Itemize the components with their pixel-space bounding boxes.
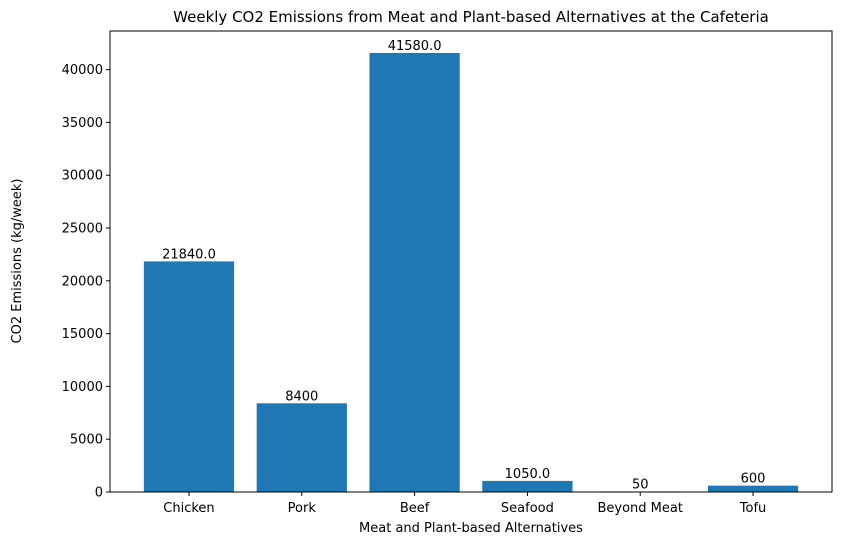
y-tick-label: 10000: [62, 380, 103, 395]
value-labels-group: 21840.0 8400 41580.0 1050.0 50 600: [162, 39, 765, 493]
x-tick-label: Chicken: [163, 501, 214, 516]
y-tick-label: 15000: [62, 327, 103, 342]
x-tick-label: Tofu: [739, 501, 767, 516]
bar-value-label: 8400: [285, 389, 318, 404]
bars-group: [143, 52, 799, 492]
bar-pork: [256, 403, 347, 492]
bar-tofu: [707, 485, 799, 492]
y-tick-label: 30000: [62, 169, 103, 184]
y-tick-label: 35000: [62, 116, 103, 131]
x-tick-label: Beyond Meat: [597, 501, 682, 516]
y-tick-label: 20000: [62, 274, 103, 289]
y-axis-label: CO2 Emissions (kg/week): [10, 179, 25, 344]
y-tick-label: 5000: [70, 433, 103, 448]
bar-chicken: [143, 261, 235, 492]
x-axis-label: Meat and Plant-based Alternatives: [359, 521, 583, 536]
y-tick-label: 40000: [62, 63, 103, 78]
y-axis: 0 5000 10000 15000 20000 25000 30000 35000 40000: [62, 63, 110, 501]
bar-beef: [369, 52, 460, 492]
bar-seafood: [482, 480, 573, 492]
bar-value-label: 600: [741, 472, 766, 487]
bar-value-label: 1050.0: [505, 467, 551, 482]
x-tick-label: Beef: [400, 501, 430, 516]
x-axis: Chicken Pork Beef Seafood Beyond Meat Tofu: [163, 492, 766, 516]
y-tick-label: 0: [95, 486, 103, 501]
x-tick-label: Seafood: [501, 501, 554, 516]
plot-frame: [109, 30, 833, 493]
bar-value-label: 41580.0: [388, 39, 442, 54]
bar-value-label: 50: [632, 477, 649, 492]
bar-value-label: 21840.0: [162, 247, 216, 262]
chart-title: Weekly CO2 Emissions from Meat and Plant…: [173, 8, 769, 26]
y-tick-label: 25000: [62, 222, 103, 237]
x-tick-label: Pork: [288, 501, 317, 516]
